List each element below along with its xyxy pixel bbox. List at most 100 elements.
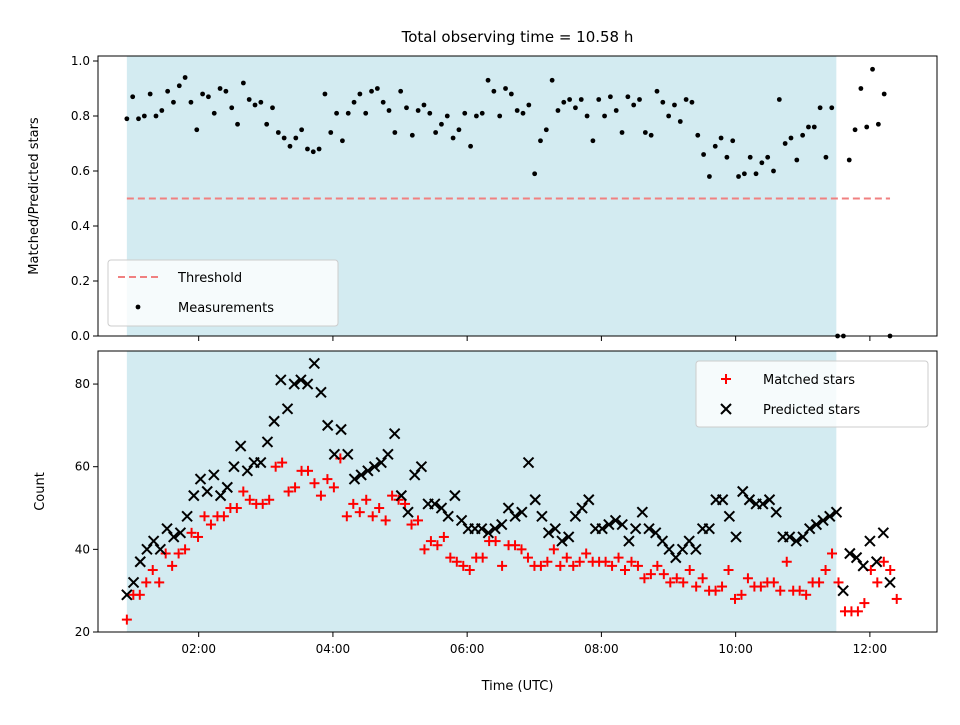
predicted-star-point xyxy=(743,494,756,506)
matched-star-point xyxy=(141,577,152,588)
matched-star-point xyxy=(406,519,417,530)
predicted-star-point xyxy=(516,506,528,518)
measurement-point xyxy=(200,91,205,97)
predicted-star-point xyxy=(188,489,200,502)
predicted-star-point xyxy=(161,522,173,535)
matched-star-point xyxy=(665,577,676,588)
predicted-star-point xyxy=(830,506,843,518)
predicted-star-point xyxy=(502,502,515,514)
predicted-star-point xyxy=(174,527,187,539)
matched-star-point xyxy=(620,565,631,576)
top-y-ticks: 0.0 0.2 0.4 0.6 0.8 1.0 xyxy=(71,54,98,343)
matched-star-point xyxy=(885,565,896,576)
predicted-star-point xyxy=(181,510,193,523)
measurement-point xyxy=(514,108,520,113)
legend-matched-swatch xyxy=(721,374,731,384)
matched-star-point xyxy=(755,581,766,592)
measurement-point xyxy=(252,102,258,108)
top-x-ticks xyxy=(198,336,871,341)
matched-star-point xyxy=(522,552,533,563)
chart-title: Total observing time = 10.58 h xyxy=(401,28,634,46)
predicted-star-point xyxy=(810,518,823,531)
matched-star-point xyxy=(742,573,753,584)
predicted-star-point xyxy=(716,494,729,506)
measurement-point xyxy=(299,127,305,133)
matched-star-point xyxy=(231,503,242,514)
matched-star-point xyxy=(341,511,352,522)
predicted-star-point xyxy=(127,576,140,589)
measurement-point xyxy=(141,113,147,119)
predicted-star-point xyxy=(636,506,649,518)
predicted-star-point xyxy=(536,510,548,523)
predicted-star-point xyxy=(496,518,508,531)
predicted-star-point xyxy=(261,436,274,448)
predicted-star-point xyxy=(442,510,454,523)
measurement-point xyxy=(194,127,200,133)
matched-star-point xyxy=(173,548,184,559)
measurement-point xyxy=(747,154,753,160)
matched-star-point xyxy=(322,474,333,485)
predicted-star-point xyxy=(683,535,695,547)
matched-star-point xyxy=(425,536,436,547)
matched-star-point xyxy=(199,511,210,522)
predicted-star-point xyxy=(429,498,441,510)
measurement-point xyxy=(782,141,788,146)
measurement-point xyxy=(211,110,217,116)
predicted-star-point xyxy=(676,543,689,556)
predicted-star-point xyxy=(629,522,642,535)
measurement-point xyxy=(287,143,293,149)
matched-star-point xyxy=(872,577,883,588)
matched-star-point xyxy=(497,560,508,571)
matched-star-point xyxy=(380,515,391,526)
predicted-star-point xyxy=(348,473,361,485)
measurement-point xyxy=(503,86,508,91)
predicted-star-point xyxy=(730,531,742,543)
measurement-point xyxy=(468,143,473,149)
measurement-point xyxy=(759,160,765,166)
matched-star-point xyxy=(283,486,294,497)
matched-star-point xyxy=(180,544,191,555)
matched-star-point xyxy=(412,515,423,526)
bottom-legend-box xyxy=(695,360,929,428)
measurement-point xyxy=(741,171,747,177)
matched-star-point xyxy=(820,565,831,576)
measurement-point xyxy=(631,102,637,108)
predicted-star-point xyxy=(824,510,836,523)
predicted-star-point xyxy=(529,494,541,506)
predicted-star-point xyxy=(355,469,367,481)
measurement-point xyxy=(258,99,264,105)
measurement-point xyxy=(707,174,712,179)
predicted-star-point xyxy=(703,522,715,535)
measurement-point xyxy=(794,157,800,163)
measurement-point xyxy=(130,94,136,100)
matched-star-point xyxy=(729,593,740,604)
measurement-point xyxy=(281,135,287,141)
measurement-point xyxy=(677,119,683,124)
measurement-point xyxy=(380,99,386,105)
measurement-point xyxy=(264,121,270,127)
predicted-star-point xyxy=(375,456,387,469)
matched-star-point xyxy=(387,490,398,501)
measurement-point xyxy=(689,99,695,105)
predicted-star-point xyxy=(315,386,327,399)
measurement-point xyxy=(701,152,706,157)
predicted-stars-points xyxy=(121,357,896,601)
measurement-point xyxy=(398,88,404,94)
measurement-point xyxy=(171,99,176,105)
measurement-point xyxy=(159,108,165,113)
matched-star-point xyxy=(257,498,268,509)
matched-star-point xyxy=(309,478,320,489)
predicted-star-point xyxy=(870,556,883,568)
measurement-point xyxy=(363,110,369,116)
legend-predicted-swatch xyxy=(720,403,732,415)
predicted-star-point xyxy=(562,531,575,543)
measurement-point xyxy=(491,88,497,94)
matched-star-point xyxy=(548,544,559,555)
measurement-point xyxy=(852,127,858,133)
measurement-point xyxy=(305,146,310,152)
matched-star-point xyxy=(626,556,637,567)
predicted-star-point xyxy=(556,535,568,547)
matched-star-point xyxy=(167,560,178,571)
measurement-point xyxy=(526,102,532,108)
